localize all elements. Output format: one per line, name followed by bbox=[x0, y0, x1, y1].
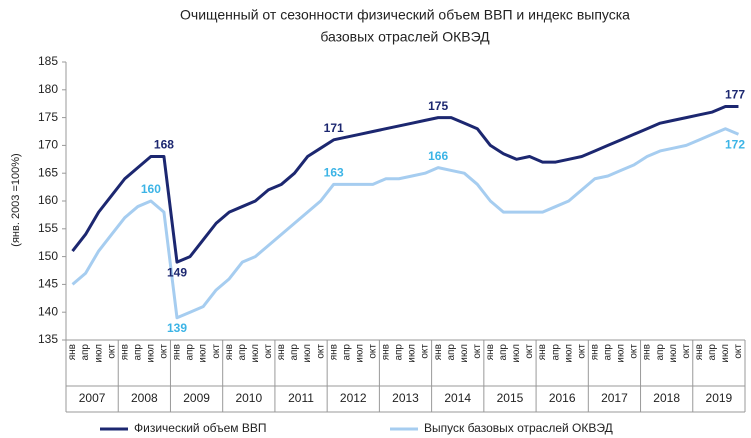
x-tick-label: окт bbox=[524, 344, 535, 359]
year-label: 2011 bbox=[288, 391, 314, 405]
x-tick-label: янв bbox=[381, 344, 392, 360]
x-tick-label: апр bbox=[80, 344, 91, 361]
year-label: 2008 bbox=[131, 391, 158, 405]
x-tick-label: апр bbox=[498, 344, 509, 361]
x-tick-label: окт bbox=[211, 344, 222, 359]
year-label: 2017 bbox=[601, 391, 628, 405]
x-tick-label: янв bbox=[172, 344, 183, 360]
y-axis-label: (янв. 2003 =100%) bbox=[10, 153, 22, 246]
x-tick-label: апр bbox=[394, 344, 405, 361]
data-label: 175 bbox=[428, 99, 448, 113]
y-tick-label: 185 bbox=[38, 54, 58, 68]
x-tick-label: янв bbox=[694, 344, 705, 360]
x-tick-label: июл bbox=[563, 344, 574, 363]
x-tick-label: июл bbox=[198, 344, 209, 363]
year-label: 2014 bbox=[444, 391, 471, 405]
x-tick-label: апр bbox=[603, 344, 614, 361]
x-tick-label: окт bbox=[367, 344, 378, 359]
data-label: 168 bbox=[154, 138, 174, 152]
x-tick-label: июл bbox=[250, 344, 261, 363]
data-label: 149 bbox=[167, 265, 187, 279]
x-tick-label: июл bbox=[302, 344, 313, 363]
year-label: 2012 bbox=[340, 391, 367, 405]
y-tick-label: 145 bbox=[38, 277, 58, 291]
x-tick-label: июл bbox=[459, 344, 470, 363]
x-tick-label: июл bbox=[407, 344, 418, 363]
y-tick-label: 165 bbox=[38, 165, 58, 179]
x-tick-label: апр bbox=[185, 344, 196, 361]
x-tick-label: окт bbox=[420, 344, 431, 359]
y-tick-label: 175 bbox=[38, 110, 58, 124]
chart-subtitle: базовых отраслей ОКВЭД bbox=[320, 29, 490, 45]
data-label: 160 bbox=[141, 182, 161, 196]
x-tick-label: окт bbox=[315, 344, 326, 359]
x-tick-label: янв bbox=[485, 344, 496, 360]
year-label: 2016 bbox=[549, 391, 576, 405]
x-tick-label: июл bbox=[511, 344, 522, 363]
x-tick-label: июл bbox=[668, 344, 679, 363]
x-tick-label: окт bbox=[159, 344, 170, 359]
x-tick-label: июл bbox=[720, 344, 731, 363]
x-tick-label: окт bbox=[576, 344, 587, 359]
x-tick-label: апр bbox=[550, 344, 561, 361]
y-tick-label: 140 bbox=[38, 304, 58, 318]
year-label: 2007 bbox=[79, 391, 106, 405]
chart-title: Очищенный от сезонности физический объем… bbox=[180, 7, 630, 23]
year-label: 2019 bbox=[706, 391, 733, 405]
x-tick-label: окт bbox=[733, 344, 744, 359]
year-label: 2013 bbox=[392, 391, 419, 405]
x-tick-label: июл bbox=[146, 344, 157, 363]
x-tick-label: янв bbox=[589, 344, 600, 360]
y-tick-label: 170 bbox=[38, 138, 58, 152]
year-label: 2015 bbox=[497, 391, 524, 405]
x-tick-label: апр bbox=[446, 344, 457, 361]
data-label: 172 bbox=[725, 137, 745, 151]
x-tick-label: июл bbox=[354, 344, 365, 363]
x-tick-label: апр bbox=[289, 344, 300, 361]
data-label: 177 bbox=[725, 88, 745, 102]
x-tick-label: июл bbox=[616, 344, 627, 363]
x-tick-label: апр bbox=[707, 344, 718, 361]
y-tick-label: 160 bbox=[38, 193, 58, 207]
x-tick-label: окт bbox=[263, 344, 274, 359]
year-label: 2009 bbox=[183, 391, 210, 405]
y-tick-label: 155 bbox=[38, 221, 58, 235]
series-line bbox=[71, 104, 739, 264]
x-tick-label: апр bbox=[341, 344, 352, 361]
y-tick-label: 135 bbox=[38, 332, 58, 346]
year-label: 2018 bbox=[653, 391, 680, 405]
data-label: 166 bbox=[428, 149, 448, 163]
x-tick-label: окт bbox=[106, 344, 117, 359]
x-tick-label: окт bbox=[472, 344, 483, 359]
x-tick-label: янв bbox=[642, 344, 653, 360]
x-tick-label: янв bbox=[67, 344, 78, 360]
data-label: 163 bbox=[324, 165, 344, 179]
x-tick-label: янв bbox=[276, 344, 287, 360]
x-tick-label: июл bbox=[93, 344, 104, 363]
legend-label: Выпуск базовых отраслей ОКВЭД bbox=[424, 421, 613, 435]
y-tick-label: 150 bbox=[38, 249, 58, 263]
x-tick-label: янв bbox=[537, 344, 548, 360]
legend-label: Физический объем ВВП bbox=[134, 421, 267, 435]
x-tick-label: янв bbox=[119, 344, 130, 360]
x-tick-label: апр bbox=[655, 344, 666, 361]
x-tick-label: апр bbox=[132, 344, 143, 361]
series-line bbox=[71, 127, 740, 320]
x-tick-label: апр bbox=[237, 344, 248, 361]
x-tick-label: янв bbox=[224, 344, 235, 360]
year-label: 2010 bbox=[235, 391, 262, 405]
x-tick-label: окт bbox=[629, 344, 640, 359]
x-tick-label: окт bbox=[681, 344, 692, 359]
data-label: 139 bbox=[167, 321, 187, 335]
x-tick-label: янв bbox=[328, 344, 339, 360]
data-label: 171 bbox=[324, 121, 344, 135]
y-tick-label: 180 bbox=[38, 82, 58, 96]
x-tick-label: янв bbox=[433, 344, 444, 360]
